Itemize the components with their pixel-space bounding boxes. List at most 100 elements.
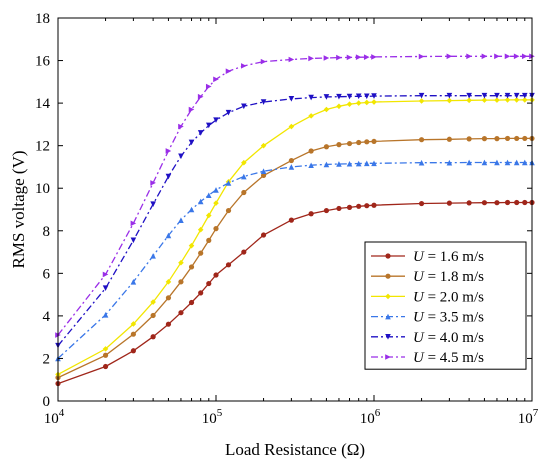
data-point bbox=[213, 187, 219, 193]
legend-marker bbox=[385, 293, 391, 300]
x-tick-label: 105 bbox=[202, 407, 223, 427]
legend-marker bbox=[385, 253, 391, 259]
data-point bbox=[356, 139, 362, 146]
data-point bbox=[198, 290, 204, 296]
data-point bbox=[308, 94, 314, 101]
data-point bbox=[513, 97, 520, 103]
data-point bbox=[197, 226, 204, 233]
data-point bbox=[364, 139, 370, 145]
legend-item: U = 4.5 m/s bbox=[371, 350, 484, 366]
data-point bbox=[225, 207, 232, 214]
data-point bbox=[130, 220, 137, 227]
data-point bbox=[418, 200, 425, 207]
data-point bbox=[260, 172, 267, 179]
data-point bbox=[225, 180, 232, 186]
data-point bbox=[288, 123, 295, 130]
legend-label: U = 1.6 m/s bbox=[413, 249, 484, 265]
data-point bbox=[346, 54, 353, 61]
data-point bbox=[288, 157, 294, 164]
data-point bbox=[241, 159, 247, 166]
data-point bbox=[308, 162, 314, 169]
data-point bbox=[241, 63, 247, 69]
data-point bbox=[165, 279, 172, 285]
data-point bbox=[213, 200, 219, 206]
data-point bbox=[288, 96, 295, 102]
legend-label: U = 4.5 m/s bbox=[413, 350, 484, 366]
data-point bbox=[481, 92, 488, 99]
data-point bbox=[418, 53, 425, 60]
legend-box bbox=[364, 241, 527, 370]
data-point bbox=[205, 212, 212, 219]
data-point bbox=[241, 249, 247, 255]
data-point bbox=[260, 99, 267, 105]
data-point bbox=[206, 237, 212, 243]
data-point bbox=[446, 97, 453, 104]
data-point bbox=[188, 139, 195, 146]
y-tick-label: 12 bbox=[35, 139, 50, 155]
x-tick-label: 107 bbox=[518, 407, 539, 427]
data-point bbox=[165, 321, 172, 327]
data-point bbox=[188, 264, 195, 270]
data-point bbox=[150, 334, 156, 340]
data-point bbox=[308, 55, 314, 62]
data-point bbox=[336, 161, 342, 167]
data-point bbox=[418, 159, 425, 166]
y-tick-label: 4 bbox=[43, 309, 51, 325]
data-point bbox=[446, 200, 452, 206]
data-point bbox=[521, 92, 528, 99]
data-point bbox=[522, 199, 528, 206]
data-point bbox=[494, 159, 500, 166]
data-point bbox=[371, 93, 377, 99]
data-point bbox=[481, 159, 488, 166]
data-point bbox=[363, 160, 370, 167]
data-point bbox=[288, 56, 295, 63]
data-point bbox=[198, 250, 204, 256]
data-point bbox=[150, 299, 156, 305]
x-tick-label: 106 bbox=[360, 407, 381, 427]
legend-marker bbox=[385, 273, 391, 279]
data-point bbox=[346, 140, 353, 147]
data-point bbox=[260, 168, 267, 174]
data-point bbox=[446, 92, 453, 99]
y-axis-label: RMS voltage (V) bbox=[9, 150, 28, 268]
data-point bbox=[150, 312, 156, 319]
y-tick-label: 2 bbox=[43, 351, 51, 367]
data-point bbox=[371, 202, 377, 208]
series-3 bbox=[55, 159, 535, 362]
data-point bbox=[521, 97, 528, 103]
data-point bbox=[323, 106, 330, 113]
data-point bbox=[504, 159, 511, 166]
y-tick-label: 18 bbox=[35, 11, 50, 27]
data-point bbox=[466, 53, 472, 60]
data-point bbox=[205, 122, 212, 129]
data-point bbox=[466, 159, 472, 166]
y-tick-label: 16 bbox=[35, 54, 51, 70]
data-point bbox=[504, 92, 511, 99]
data-point bbox=[364, 203, 370, 209]
data-point bbox=[371, 138, 377, 145]
data-point bbox=[494, 92, 500, 99]
data-point bbox=[130, 331, 136, 337]
data-point bbox=[102, 312, 109, 318]
data-point bbox=[494, 53, 500, 60]
data-point bbox=[130, 279, 137, 285]
data-point bbox=[513, 159, 520, 166]
x-axis-label: Load Resistance (Ω) bbox=[225, 440, 365, 459]
y-tick-label: 8 bbox=[43, 224, 51, 240]
data-point bbox=[363, 93, 370, 100]
data-point bbox=[336, 54, 342, 61]
data-point bbox=[481, 200, 488, 206]
data-point bbox=[130, 237, 137, 244]
series-line bbox=[57, 95, 532, 347]
data-point bbox=[288, 164, 295, 170]
data-point bbox=[206, 280, 212, 287]
data-point bbox=[446, 136, 452, 142]
data-point bbox=[241, 189, 247, 196]
data-point bbox=[225, 68, 232, 74]
data-point bbox=[466, 200, 472, 206]
data-point bbox=[165, 295, 172, 301]
data-point bbox=[371, 160, 377, 167]
data-point bbox=[188, 206, 195, 213]
data-point bbox=[102, 346, 109, 352]
legend-label: U = 2.0 m/s bbox=[413, 289, 484, 305]
